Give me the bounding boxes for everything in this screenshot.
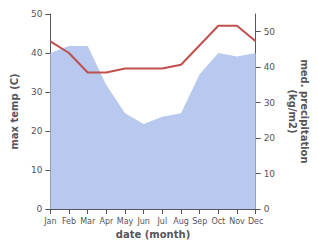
svg-text:Dec: Dec: [248, 217, 263, 226]
svg-text:30: 30: [31, 87, 43, 97]
svg-text:Feb: Feb: [62, 217, 76, 226]
svg-text:20: 20: [264, 133, 276, 143]
svg-text:(kg/m2): (kg/m2): [287, 90, 298, 134]
svg-text:30: 30: [264, 98, 276, 108]
svg-text:10: 10: [31, 165, 43, 175]
svg-text:40: 40: [31, 48, 43, 58]
svg-text:Nov: Nov: [229, 217, 245, 226]
svg-text:0: 0: [264, 204, 270, 214]
svg-text:date (month): date (month): [116, 229, 190, 240]
svg-text:Mar: Mar: [80, 217, 96, 226]
svg-text:May: May: [117, 217, 134, 226]
svg-text:50: 50: [31, 9, 43, 19]
svg-text:Jun: Jun: [136, 217, 150, 226]
svg-text:40: 40: [264, 62, 276, 72]
svg-text:Jan: Jan: [43, 217, 56, 226]
svg-text:max temp (C): max temp (C): [9, 73, 20, 149]
svg-text:20: 20: [31, 126, 43, 136]
svg-text:Jul: Jul: [157, 217, 168, 226]
svg-text:50: 50: [264, 27, 276, 37]
svg-text:Aug: Aug: [173, 217, 189, 226]
svg-text:Apr: Apr: [99, 217, 114, 226]
svg-text:10: 10: [264, 169, 276, 179]
svg-text:med. precipitation: med. precipitation: [299, 59, 310, 163]
svg-text:Oct: Oct: [211, 217, 225, 226]
svg-text:0: 0: [37, 204, 43, 214]
svg-text:Sep: Sep: [192, 217, 207, 226]
